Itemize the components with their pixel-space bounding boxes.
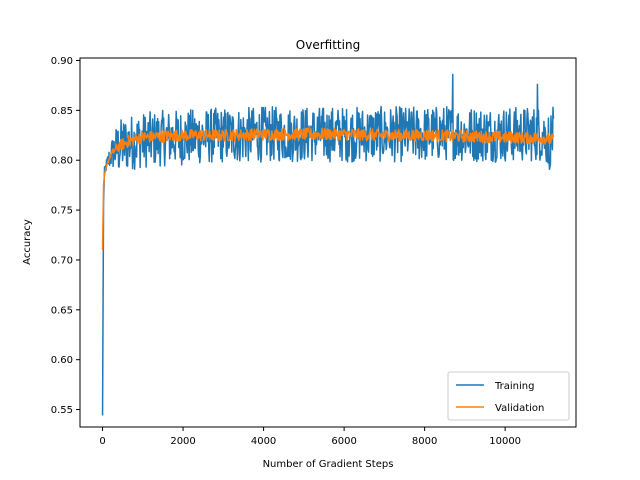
series-layer <box>101 73 555 416</box>
x-tick-label: 0 <box>99 436 105 447</box>
y-tick-label: 0.90 <box>51 56 73 67</box>
legend-label-training: Training <box>494 381 534 392</box>
y-axis-label: Accuracy <box>22 219 33 265</box>
x-axis-label: Number of Gradient Steps <box>263 459 394 470</box>
y-tick-label: 0.85 <box>51 106 73 117</box>
series-line-validation <box>101 127 555 250</box>
y-tick-label: 0.70 <box>51 255 73 266</box>
x-axis: 0 2000 4000 6000 8000 10000 <box>99 427 521 447</box>
x-tick-label: 2000 <box>170 436 195 447</box>
y-tick-label: 0.75 <box>51 206 73 217</box>
y-axis: 0.55 0.60 0.65 0.70 0.75 0.80 0.85 0.90 <box>51 56 80 416</box>
y-tick-label: 0.80 <box>51 156 73 167</box>
y-tick-label: 0.55 <box>51 405 73 416</box>
y-tick-label: 0.65 <box>51 305 73 316</box>
x-tick-label: 8000 <box>412 436 437 447</box>
legend: Training Validation <box>447 371 570 421</box>
x-tick-label: 6000 <box>331 436 356 447</box>
legend-box <box>447 371 570 421</box>
axes-frame <box>79 57 577 428</box>
legend-label-validation: Validation <box>495 403 544 414</box>
x-tick-label: 10000 <box>489 436 521 447</box>
chart-title: Overfitting <box>296 38 360 52</box>
x-tick-label: 4000 <box>251 436 276 447</box>
y-tick-label: 0.60 <box>51 355 73 366</box>
series-line-training <box>101 73 555 416</box>
